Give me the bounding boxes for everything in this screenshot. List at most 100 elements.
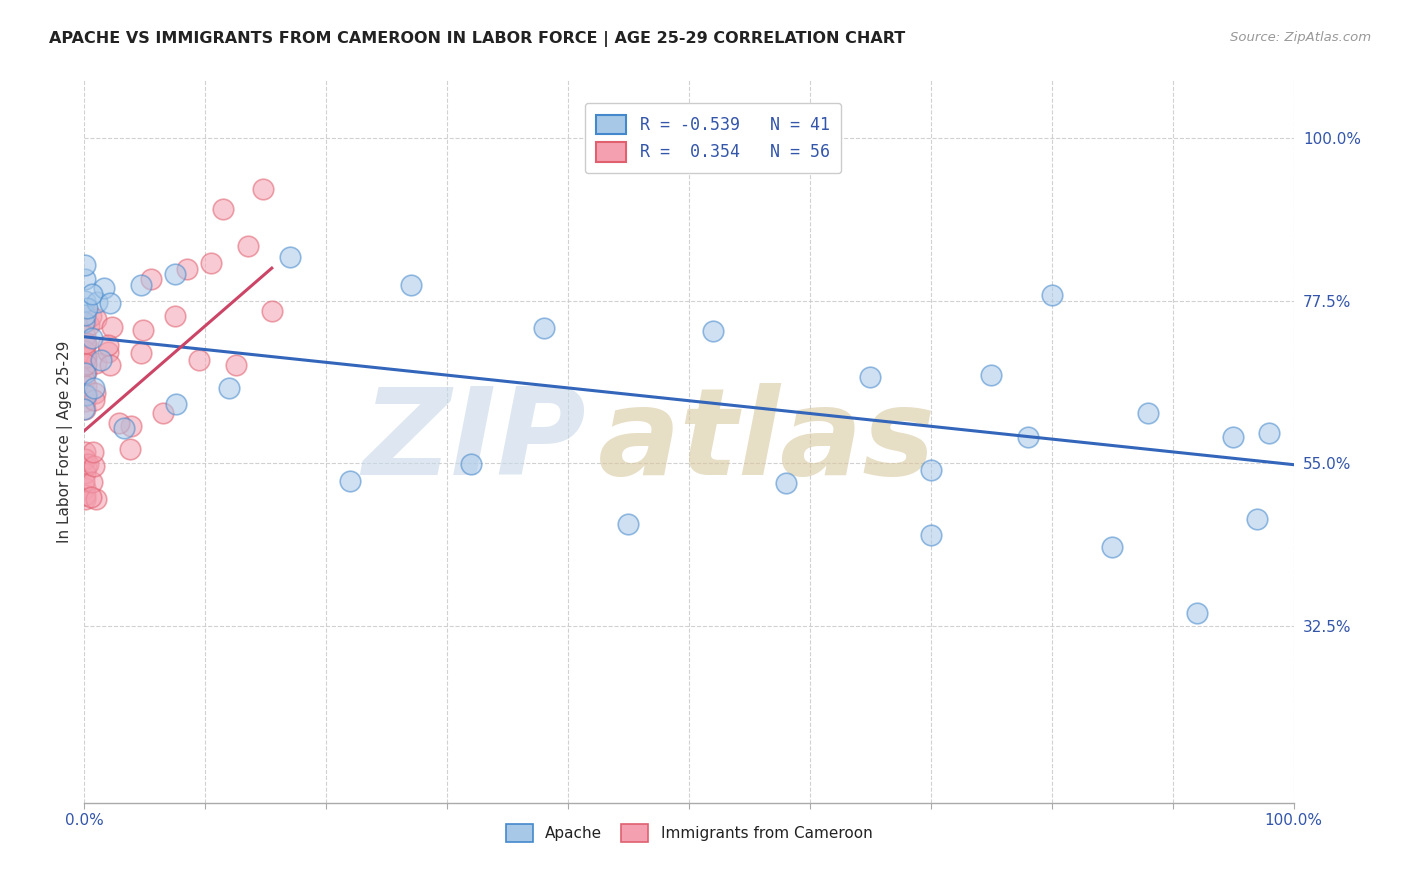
Point	[75, 357, 97, 371]
Point	[775, 476, 797, 491]
Point	[112, 420, 135, 434]
Point	[1185, 607, 1208, 621]
Point	[73, 387, 96, 401]
Point	[83, 381, 105, 395]
Point	[73, 387, 96, 401]
Point	[77, 457, 100, 471]
Point	[80, 330, 103, 344]
Point	[75, 272, 97, 286]
Legend: Apache, Immigrants from Cameroon: Apache, Immigrants from Cameroon	[498, 816, 880, 849]
Point	[80, 491, 103, 505]
Point	[82, 475, 104, 489]
Point	[1040, 287, 1063, 301]
Point	[75, 458, 97, 473]
Point	[75, 379, 97, 393]
Point	[260, 304, 283, 318]
Point	[131, 322, 153, 336]
Point	[165, 309, 187, 323]
Point	[1017, 429, 1039, 443]
Point	[76, 301, 98, 315]
Point	[188, 353, 211, 368]
Y-axis label: In Labor Force | Age 25-29: In Labor Force | Age 25-29	[58, 341, 73, 542]
Point	[212, 202, 235, 216]
Point	[77, 318, 100, 333]
Point	[73, 258, 96, 272]
Point	[97, 338, 120, 352]
Point	[75, 394, 97, 409]
Point	[73, 475, 96, 489]
Point	[75, 350, 97, 364]
Point	[93, 281, 115, 295]
Point	[73, 329, 96, 343]
Point	[702, 324, 724, 338]
Point	[218, 381, 240, 395]
Point	[225, 358, 247, 372]
Point	[73, 452, 96, 467]
Point	[98, 296, 121, 310]
Point	[86, 295, 108, 310]
Point	[980, 368, 1002, 382]
Point	[73, 359, 96, 373]
Point	[1246, 511, 1268, 525]
Point	[107, 416, 129, 430]
Point	[120, 419, 142, 434]
Point	[1137, 406, 1160, 420]
Point	[533, 320, 555, 334]
Point	[278, 251, 301, 265]
Point	[920, 527, 942, 541]
Point	[75, 365, 97, 379]
Point	[73, 366, 96, 380]
Point	[73, 373, 96, 387]
Point	[75, 466, 97, 480]
Point	[97, 345, 120, 359]
Point	[75, 492, 97, 507]
Point	[75, 351, 97, 365]
Point	[163, 267, 186, 281]
Point	[84, 385, 107, 400]
Point	[131, 278, 153, 293]
Point	[83, 458, 105, 473]
Point	[920, 463, 942, 477]
Point	[73, 336, 96, 351]
Point	[460, 458, 482, 472]
Point	[165, 397, 187, 411]
Point	[339, 474, 361, 488]
Text: ZIP: ZIP	[363, 383, 586, 500]
Point	[200, 256, 222, 270]
Point	[75, 335, 97, 350]
Point	[1101, 540, 1123, 554]
Point	[399, 277, 422, 292]
Point	[98, 358, 121, 372]
Point	[139, 272, 162, 286]
Point	[75, 444, 97, 458]
Point	[86, 312, 108, 326]
Point	[120, 442, 142, 456]
Point	[252, 182, 274, 196]
Point	[859, 369, 882, 384]
Point	[73, 402, 96, 417]
Point	[84, 356, 107, 370]
Point	[129, 345, 152, 359]
Point	[1222, 429, 1244, 443]
Point	[75, 481, 97, 495]
Point	[75, 293, 97, 308]
Point	[82, 287, 104, 301]
Point	[73, 401, 96, 416]
Point	[73, 343, 96, 358]
Point	[73, 315, 96, 329]
Point	[84, 492, 107, 507]
Text: APACHE VS IMMIGRANTS FROM CAMEROON IN LABOR FORCE | AGE 25-29 CORRELATION CHART: APACHE VS IMMIGRANTS FROM CAMEROON IN LA…	[49, 31, 905, 47]
Point	[1258, 426, 1281, 441]
Point	[617, 517, 640, 532]
Point	[80, 310, 103, 324]
Point	[83, 393, 105, 408]
Text: atlas: atlas	[599, 383, 936, 500]
Point	[75, 488, 97, 502]
Text: Source: ZipAtlas.com: Source: ZipAtlas.com	[1230, 31, 1371, 45]
Point	[101, 320, 124, 334]
Point	[152, 406, 174, 420]
Point	[236, 239, 259, 253]
Point	[82, 445, 104, 459]
Point	[176, 262, 198, 277]
Point	[90, 353, 112, 368]
